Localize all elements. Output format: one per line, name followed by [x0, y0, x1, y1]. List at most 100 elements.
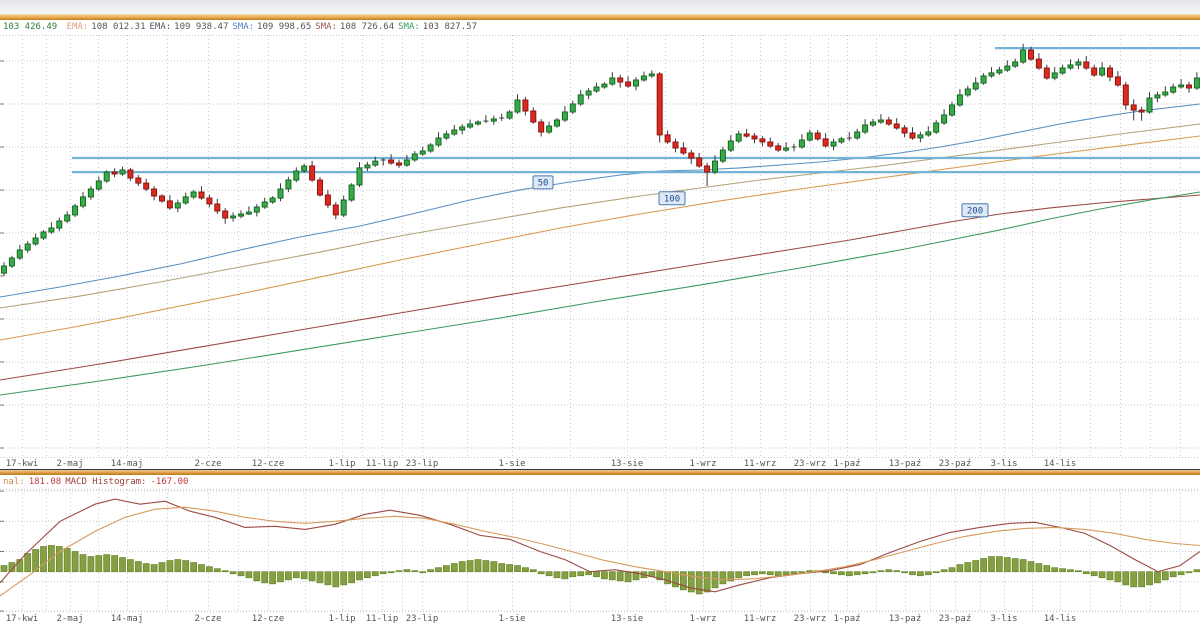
candle[interactable] [885, 116, 892, 126]
macd-histogram-bar[interactable] [221, 570, 229, 573]
candle[interactable] [253, 204, 260, 217]
macd-histogram-bar[interactable] [55, 546, 63, 573]
candle[interactable] [411, 151, 418, 162]
candle[interactable] [1154, 91, 1161, 103]
ma-line-ema-200[interactable] [0, 191, 1200, 396]
macd-histogram-bar[interactable] [1051, 567, 1059, 573]
macd-histogram-bar[interactable] [205, 566, 213, 573]
candle[interactable] [317, 177, 323, 197]
macd-histogram-bar[interactable] [166, 560, 174, 573]
macd-histogram-bar[interactable] [1185, 571, 1193, 574]
candle[interactable] [451, 124, 458, 136]
candle[interactable] [996, 66, 1003, 75]
candle[interactable] [301, 163, 308, 173]
candle[interactable] [80, 191, 86, 209]
macd-histogram-bar[interactable] [545, 571, 553, 577]
macd-histogram-bar[interactable] [1011, 558, 1019, 573]
macd-histogram-bar[interactable] [79, 554, 87, 573]
macd-histogram-bar[interactable] [1138, 571, 1145, 588]
macd-histogram-bar[interactable] [411, 570, 419, 573]
macd-histogram-bar[interactable] [119, 557, 126, 573]
candle[interactable] [72, 203, 79, 218]
macd-histogram-bar[interactable] [292, 571, 300, 579]
candle[interactable] [506, 110, 513, 120]
candle[interactable] [32, 233, 39, 246]
candle[interactable] [854, 128, 861, 140]
candle[interactable] [1170, 83, 1177, 94]
macd-histogram-bar[interactable] [403, 569, 411, 573]
macd-histogram-bar[interactable] [213, 568, 221, 573]
macd-histogram-bar[interactable] [996, 556, 1003, 573]
candle[interactable] [838, 136, 845, 144]
candle[interactable] [949, 101, 955, 117]
macd-histogram-bar[interactable] [1122, 571, 1130, 586]
candle[interactable] [56, 217, 63, 232]
macd-histogram-bar[interactable] [95, 555, 103, 573]
candle[interactable] [1138, 106, 1145, 121]
candle[interactable] [1114, 71, 1121, 87]
candle[interactable] [522, 96, 529, 116]
macd-histogram-bar[interactable] [632, 571, 640, 581]
macd-histogram-bar[interactable] [371, 571, 379, 577]
macd-histogram-bar[interactable] [514, 565, 521, 572]
candle[interactable] [159, 194, 165, 203]
candle[interactable] [198, 186, 205, 200]
candle[interactable] [1162, 86, 1169, 97]
candle[interactable] [862, 119, 869, 135]
macd-histogram-bar[interactable] [529, 569, 537, 573]
macd-histogram-bar[interactable] [450, 563, 458, 573]
macd-histogram-bar[interactable] [16, 559, 24, 573]
macd-histogram-bar[interactable] [8, 562, 16, 573]
candle[interactable] [877, 114, 884, 124]
macd-histogram-bar[interactable] [885, 569, 893, 573]
macd-histogram-bar[interactable] [680, 571, 687, 591]
candle[interactable] [1099, 62, 1106, 77]
candle[interactable] [324, 189, 331, 208]
macd-histogram-bar[interactable] [103, 554, 111, 573]
candle[interactable] [206, 194, 213, 208]
candle[interactable] [1020, 43, 1027, 64]
candle[interactable] [135, 175, 142, 186]
macd-histogram-bar[interactable] [703, 571, 711, 593]
macd-histogram-bar[interactable] [988, 556, 995, 573]
macd-histogram-bar[interactable] [1082, 571, 1090, 575]
candle[interactable] [111, 168, 118, 178]
price-chart-plot[interactable]: 50 100 200 [0, 35, 1200, 458]
candle[interactable] [1075, 58, 1082, 70]
macd-histogram-bar[interactable] [861, 571, 869, 575]
candle[interactable] [1091, 64, 1098, 77]
candle[interactable] [230, 212, 237, 222]
macd-histogram-bar[interactable] [766, 571, 774, 576]
macd-histogram-bar[interactable] [537, 571, 545, 575]
macd-histogram-bar[interactable] [1035, 563, 1043, 573]
macd-histogram-bar[interactable] [616, 571, 624, 582]
candle[interactable] [1107, 64, 1113, 82]
macd-histogram-bar[interactable] [759, 571, 766, 575]
macd-histogram-bar[interactable] [32, 549, 39, 573]
candle[interactable] [174, 199, 181, 213]
candle[interactable] [554, 118, 560, 128]
candle[interactable] [633, 77, 639, 91]
candle[interactable] [419, 146, 426, 156]
macd-histogram-bar[interactable] [1019, 559, 1027, 573]
macd-histogram-bar[interactable] [1067, 569, 1074, 573]
candle[interactable] [712, 155, 718, 175]
candle[interactable] [727, 135, 734, 153]
macd-histogram-bar[interactable] [924, 571, 932, 576]
macd-histogram-bar[interactable] [435, 567, 442, 573]
candle[interactable] [427, 143, 434, 153]
macd-histogram-bar[interactable] [901, 571, 908, 574]
macd-histogram-bar[interactable] [348, 571, 356, 584]
candle[interactable] [40, 230, 47, 240]
candle[interactable] [609, 72, 616, 86]
macd-histogram-bar[interactable] [774, 571, 782, 577]
candle[interactable] [238, 210, 244, 219]
macd-histogram-bar[interactable] [719, 571, 727, 585]
candle[interactable] [277, 183, 284, 202]
candle[interactable] [925, 126, 932, 137]
macd-histogram-bar[interactable] [948, 567, 956, 573]
macd-histogram-bar[interactable] [158, 562, 166, 573]
candle[interactable] [388, 154, 395, 165]
macd-histogram-bar[interactable] [1177, 571, 1185, 576]
macd-histogram-bar[interactable] [427, 569, 435, 573]
